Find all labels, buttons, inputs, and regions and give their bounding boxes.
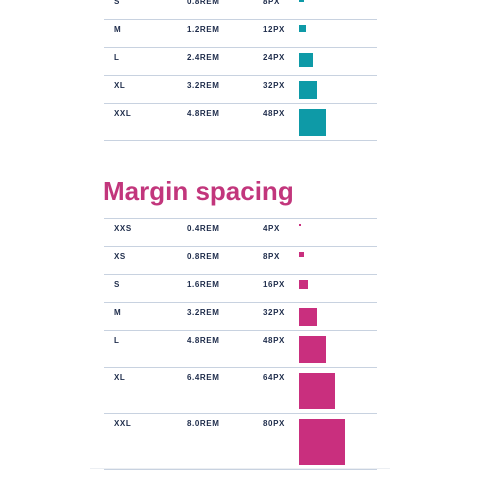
bottom-divider [90, 468, 390, 469]
px-value: 8PX [263, 0, 280, 6]
table-row: XXL 4.8REM 48PX [104, 104, 377, 141]
rem-value: 4.8REM [187, 109, 220, 118]
size-name: M [114, 25, 122, 34]
px-value: 48PX [263, 336, 285, 345]
table-row: M 3.2REM 32PX [104, 303, 377, 331]
table-row: XS 0.8REM 8PX [104, 247, 377, 275]
rem-value: 1.6REM [187, 280, 220, 289]
spacing-swatch [299, 25, 306, 32]
px-value: 32PX [263, 308, 285, 317]
rem-value: 4.8REM [187, 336, 220, 345]
table-row: XXL 8.0REM 80PX [104, 414, 377, 470]
table-row: XL 6.4REM 64PX [104, 368, 377, 414]
px-value: 12PX [263, 25, 285, 34]
spacing-swatch [299, 419, 345, 465]
px-value: 16PX [263, 280, 285, 289]
rem-value: 0.8REM [187, 0, 220, 6]
rem-value: 0.8REM [187, 252, 220, 261]
spacing-swatch [299, 53, 313, 67]
spacing-swatch [299, 109, 326, 136]
margin-spacing-heading: Margin spacing [103, 176, 294, 206]
padding-spacing-table: S 0.8REM 8PX M 1.2REM 12PX L 2.4REM 24PX XL 3.2REM… [104, 0, 377, 141]
table-row: S 0.8REM 8PX [104, 0, 377, 20]
table-row: L 4.8REM 48PX [104, 331, 377, 368]
px-value: 24PX [263, 53, 285, 62]
table-row: M 1.2REM 12PX [104, 20, 377, 48]
table-row: S 1.6REM 16PX [104, 275, 377, 303]
rem-value: 0.4REM [187, 224, 220, 233]
spacing-swatch [299, 0, 304, 2]
spacing-swatch [299, 224, 301, 226]
size-name: XL [114, 81, 126, 90]
rem-value: 2.4REM [187, 53, 220, 62]
rem-value: 6.4REM [187, 373, 220, 382]
table-row: XL 3.2REM 32PX [104, 76, 377, 104]
size-name: XS [114, 252, 126, 261]
rem-value: 1.2REM [187, 25, 220, 34]
spacing-swatch [299, 280, 308, 289]
rem-value: 8.0REM [187, 419, 220, 428]
size-name: XXL [114, 419, 132, 428]
px-value: 64PX [263, 373, 285, 382]
spacing-swatch [299, 308, 317, 326]
px-value: 48PX [263, 109, 285, 118]
px-value: 8PX [263, 252, 280, 261]
size-name: S [114, 280, 120, 289]
spacing-swatch [299, 373, 335, 409]
size-name: XXS [114, 224, 132, 233]
size-name: M [114, 308, 122, 317]
size-name: XXL [114, 109, 132, 118]
rem-value: 3.2REM [187, 81, 220, 90]
px-value: 32PX [263, 81, 285, 90]
size-name: S [114, 0, 120, 6]
rem-value: 3.2REM [187, 308, 220, 317]
px-value: 80PX [263, 419, 285, 428]
spacing-swatch [299, 336, 326, 363]
margin-spacing-table: XXS 0.4REM 4PX XS 0.8REM 8PX S 1.6REM 16PX M 3.2RE… [104, 218, 377, 470]
size-name: XL [114, 373, 126, 382]
table-row: L 2.4REM 24PX [104, 48, 377, 76]
spacing-swatch [299, 81, 317, 99]
spacing-swatch [299, 252, 304, 257]
size-name: L [114, 336, 120, 345]
size-name: L [114, 53, 120, 62]
px-value: 4PX [263, 224, 280, 233]
table-row: XXS 0.4REM 4PX [104, 219, 377, 247]
